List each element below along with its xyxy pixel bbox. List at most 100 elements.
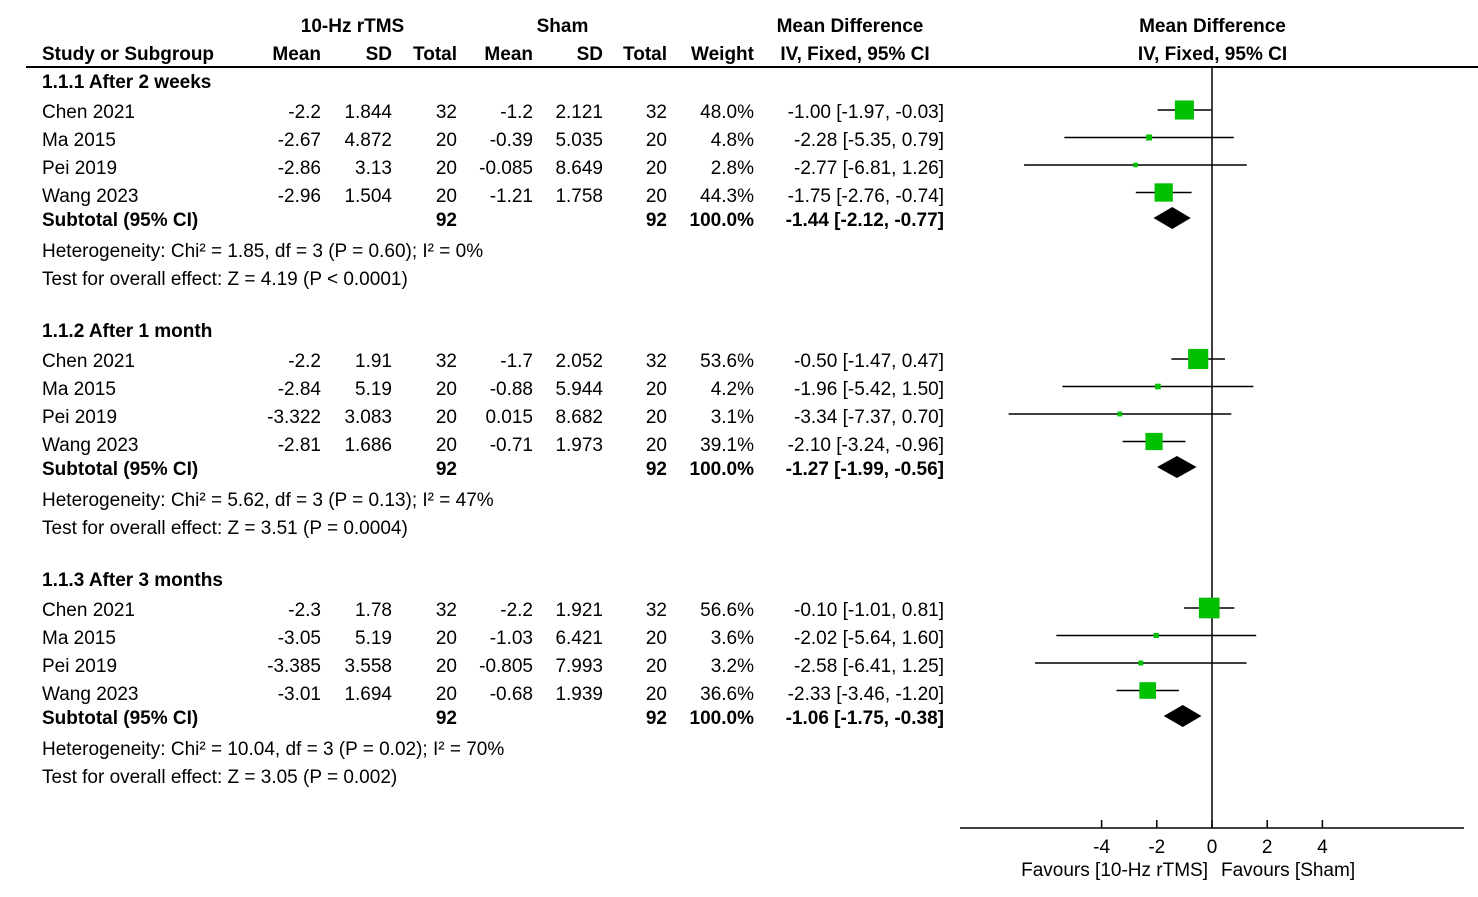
- total2: 20: [645, 684, 667, 705]
- weight: 44.3%: [700, 186, 754, 207]
- study-name: Wang 2023: [42, 684, 139, 705]
- study-name: Ma 2015: [42, 628, 116, 649]
- mean2: 0.015: [485, 407, 533, 428]
- x-tick-label: 2: [1262, 837, 1273, 858]
- study-square: [1146, 134, 1153, 141]
- weight: 56.6%: [700, 600, 754, 621]
- md-ci: -2.28 [-5.35, 0.79]: [794, 130, 944, 151]
- sd1: 1.686: [344, 435, 392, 456]
- sd1: 1.504: [344, 186, 392, 207]
- subtotal-ci: -1.06 [-1.75, -0.38]: [785, 708, 944, 729]
- subtotal-total1: 92: [435, 708, 457, 729]
- heterogeneity: Heterogeneity: Chi² = 10.04, df = 3 (P =…: [42, 739, 505, 760]
- pooled-diamond: [1157, 456, 1197, 478]
- mean2: -1.7: [500, 351, 533, 372]
- total2: 20: [645, 379, 667, 400]
- mean1: -3.322: [267, 407, 321, 428]
- study-name: Ma 2015: [42, 379, 116, 400]
- study-name: Pei 2019: [42, 407, 118, 428]
- x-tick-label: -2: [1148, 837, 1165, 858]
- mean2: -0.805: [479, 656, 533, 677]
- mean1: -2.2: [288, 102, 321, 123]
- total1: 20: [435, 407, 457, 428]
- col-total1-header: Total: [413, 44, 457, 65]
- weight: 48.0%: [700, 102, 754, 123]
- mean2: -1.21: [489, 186, 533, 207]
- total2: 20: [645, 186, 667, 207]
- md-ci: -1.75 [-2.76, -0.74]: [787, 186, 944, 207]
- overall-effect: Test for overall effect: Z = 3.05 (P = 0…: [42, 767, 398, 788]
- subtotal-total2: 92: [645, 708, 667, 729]
- sd2: 5.035: [555, 130, 603, 151]
- group2-header: Sham: [536, 16, 589, 37]
- total1: 32: [435, 351, 457, 372]
- subtotal-total2: 92: [645, 459, 667, 480]
- md-ci: -1.00 [-1.97, -0.03]: [787, 102, 944, 123]
- sd2: 1.921: [555, 600, 603, 621]
- study-square: [1174, 100, 1194, 120]
- sd2: 2.121: [555, 102, 603, 123]
- study-name: Ma 2015: [42, 130, 116, 151]
- mean2: -2.2: [500, 600, 533, 621]
- weight: 53.6%: [700, 351, 754, 372]
- study-square: [1145, 432, 1163, 451]
- study-square: [1138, 660, 1144, 666]
- mean2: -1.2: [500, 102, 533, 123]
- mean1: -2.86: [277, 158, 321, 179]
- sd2: 5.944: [555, 379, 603, 400]
- col-mean1-header: Mean: [272, 44, 321, 65]
- md-ci: -2.33 [-3.46, -1.20]: [787, 684, 944, 705]
- sd1: 5.19: [355, 628, 392, 649]
- sd2: 7.993: [555, 656, 603, 677]
- weight: 2.8%: [710, 158, 754, 179]
- study-name: Chen 2021: [42, 351, 135, 372]
- sd1: 1.91: [355, 351, 392, 372]
- total2: 20: [645, 158, 667, 179]
- total2: 20: [645, 407, 667, 428]
- total1: 20: [435, 628, 457, 649]
- heterogeneity: Heterogeneity: Chi² = 1.85, df = 3 (P = …: [42, 241, 484, 262]
- subgroup-title: 1.1.1 After 2 weeks: [42, 72, 212, 93]
- favours-right-label: Favours [Sham]: [1221, 860, 1356, 881]
- subgroup-title: 1.1.2 After 1 month: [42, 321, 213, 342]
- x-tick-label: 4: [1317, 837, 1328, 858]
- study-name: Wang 2023: [42, 186, 139, 207]
- sd2: 6.421: [555, 628, 603, 649]
- study-name: Pei 2019: [42, 158, 118, 179]
- col-study-header: Study or Subgroup: [42, 44, 215, 65]
- study-square: [1133, 162, 1138, 168]
- sd1: 1.78: [355, 600, 392, 621]
- md-method: IV, Fixed, 95% CI: [780, 44, 930, 65]
- sd2: 1.758: [555, 186, 603, 207]
- sd1: 3.083: [344, 407, 392, 428]
- subtotal-ci: -1.44 [-2.12, -0.77]: [785, 210, 944, 231]
- plot-title: Mean Difference: [1139, 16, 1286, 37]
- col-mean2-header: Mean: [484, 44, 533, 65]
- md-ci: -0.50 [-1.47, 0.47]: [794, 351, 944, 372]
- mean2: -0.085: [479, 158, 533, 179]
- col-total2-header: Total: [623, 44, 667, 65]
- study-name: Chen 2021: [42, 102, 135, 123]
- md-title: Mean Difference: [776, 16, 924, 37]
- sd2: 1.973: [555, 435, 603, 456]
- study-name: Pei 2019: [42, 656, 118, 677]
- subtotal-weight: 100.0%: [689, 708, 754, 729]
- total1: 20: [435, 656, 457, 677]
- group1-header: 10-Hz rTMS: [300, 16, 405, 37]
- heterogeneity: Heterogeneity: Chi² = 5.62, df = 3 (P = …: [42, 490, 494, 511]
- md-ci: -0.10 [-1.01, 0.81]: [794, 600, 944, 621]
- col-sd2-header: SD: [576, 44, 603, 65]
- weight: 4.8%: [710, 130, 754, 151]
- sd1: 5.19: [355, 379, 392, 400]
- subtotal-weight: 100.0%: [689, 459, 754, 480]
- mean1: -3.385: [267, 656, 321, 677]
- x-tick-label: 0: [1207, 837, 1218, 858]
- sd2: 8.682: [555, 407, 603, 428]
- subtotal-total1: 92: [435, 210, 457, 231]
- header-rule: [26, 66, 1478, 68]
- mean1: -2.84: [277, 379, 321, 400]
- col-sd1-header: SD: [365, 44, 392, 65]
- total2: 20: [645, 656, 667, 677]
- weight: 3.6%: [710, 628, 754, 649]
